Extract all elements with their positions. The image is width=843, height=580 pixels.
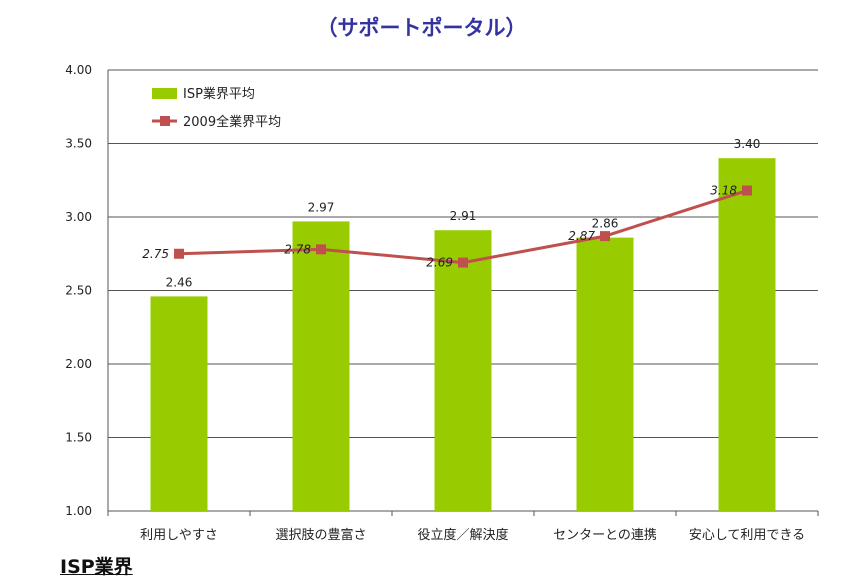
y-tick-label: 2.00: [65, 357, 92, 371]
y-tick-label: 1.50: [65, 431, 92, 445]
legend-label: 2009全業界平均: [183, 114, 281, 130]
x-tick-label: 選択肢の豊富さ: [275, 527, 366, 543]
line-value-label: 2.75: [142, 247, 169, 261]
legend-swatch-marker: [160, 116, 170, 126]
y-tick-label: 4.00: [65, 63, 92, 77]
x-tick-label: 利用しやすさ: [140, 528, 218, 543]
legend-swatch-bar: [152, 88, 177, 99]
line-value-label: 3.18: [710, 184, 737, 198]
x-tick-label: 安心して利用できる: [689, 528, 805, 543]
line-marker: [458, 257, 468, 268]
bar: [292, 221, 350, 511]
legend-label: ISP業界平均: [183, 86, 255, 102]
line-value-label: 2.78: [284, 242, 311, 256]
line-value-label: 2.87: [568, 229, 595, 243]
line-marker: [742, 185, 752, 196]
bar: [150, 296, 208, 511]
bar-value-label: 2.91: [450, 209, 477, 223]
chart-title: （サポートポータル）: [316, 16, 527, 40]
bar: [434, 230, 492, 512]
x-tick-label: センターとの連携: [553, 527, 657, 543]
line-value-label: 2.69: [426, 256, 453, 270]
y-tick-label: 2.50: [65, 284, 92, 298]
y-tick-label: 3.00: [65, 210, 92, 224]
line-marker: [174, 248, 184, 259]
y-tick-label: 3.50: [65, 137, 92, 151]
bar: [576, 237, 634, 511]
bar-value-label: 2.97: [308, 200, 335, 214]
bar-value-label: 3.40: [734, 137, 761, 151]
line-marker: [600, 231, 610, 242]
bar-value-label: 2.46: [166, 275, 193, 289]
bar: [718, 158, 776, 511]
bar-value-label: 2.86: [592, 217, 619, 231]
x-tick-label: 役立度／解決度: [417, 527, 508, 543]
footer-label: ISP業界: [60, 556, 133, 578]
y-tick-label: 1.00: [65, 504, 92, 518]
line-marker: [316, 244, 326, 255]
